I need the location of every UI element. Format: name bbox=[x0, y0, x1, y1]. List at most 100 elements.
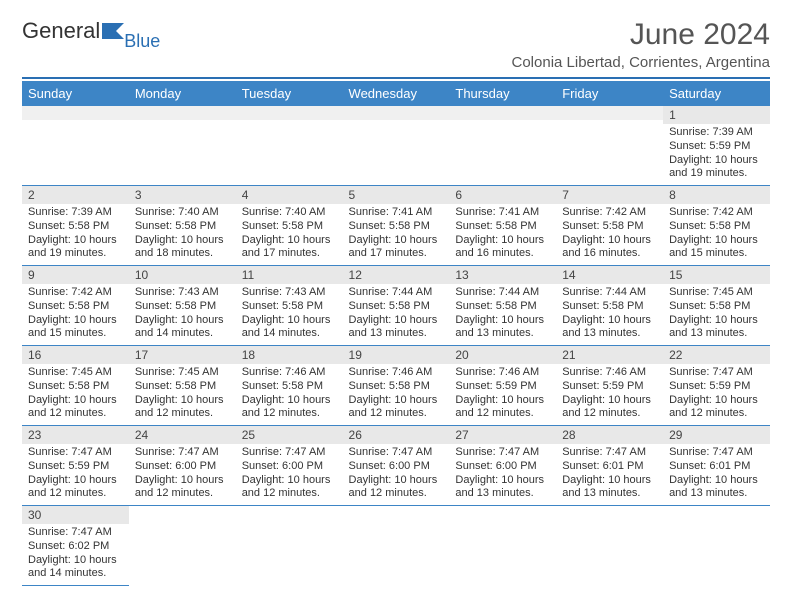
page-title: June 2024 bbox=[512, 18, 771, 52]
calendar-cell: 3Sunrise: 7:40 AMSunset: 5:58 PMDaylight… bbox=[129, 186, 236, 266]
day-details: Sunrise: 7:42 AMSunset: 5:58 PMDaylight:… bbox=[22, 284, 129, 345]
day-number: 8 bbox=[663, 186, 770, 204]
day-number: 1 bbox=[663, 106, 770, 124]
weekday-header: Sunday bbox=[22, 81, 129, 106]
day-number: 2 bbox=[22, 186, 129, 204]
day-number: 15 bbox=[663, 266, 770, 284]
day-number: 22 bbox=[663, 346, 770, 364]
calendar-cell: 1Sunrise: 7:39 AMSunset: 5:59 PMDaylight… bbox=[663, 106, 770, 186]
day-number: 18 bbox=[236, 346, 343, 364]
day-details: Sunrise: 7:44 AMSunset: 5:58 PMDaylight:… bbox=[556, 284, 663, 345]
calendar-cell bbox=[236, 506, 343, 586]
calendar-cell: 27Sunrise: 7:47 AMSunset: 6:00 PMDayligh… bbox=[449, 426, 556, 506]
day-details: Sunrise: 7:46 AMSunset: 5:58 PMDaylight:… bbox=[343, 364, 450, 425]
day-details: Sunrise: 7:41 AMSunset: 5:58 PMDaylight:… bbox=[449, 204, 556, 265]
calendar-cell: 25Sunrise: 7:47 AMSunset: 6:00 PMDayligh… bbox=[236, 426, 343, 506]
day-number: 14 bbox=[556, 266, 663, 284]
calendar-cell bbox=[22, 106, 129, 186]
day-details: Sunrise: 7:42 AMSunset: 5:58 PMDaylight:… bbox=[556, 204, 663, 265]
calendar-cell bbox=[663, 506, 770, 586]
calendar-cell: 19Sunrise: 7:46 AMSunset: 5:58 PMDayligh… bbox=[343, 346, 450, 426]
day-details: Sunrise: 7:47 AMSunset: 5:59 PMDaylight:… bbox=[22, 444, 129, 505]
day-details: Sunrise: 7:47 AMSunset: 5:59 PMDaylight:… bbox=[663, 364, 770, 425]
day-details: Sunrise: 7:46 AMSunset: 5:59 PMDaylight:… bbox=[556, 364, 663, 425]
calendar-cell: 26Sunrise: 7:47 AMSunset: 6:00 PMDayligh… bbox=[343, 426, 450, 506]
calendar-cell: 30Sunrise: 7:47 AMSunset: 6:02 PMDayligh… bbox=[22, 506, 129, 586]
calendar-cell: 4Sunrise: 7:40 AMSunset: 5:58 PMDaylight… bbox=[236, 186, 343, 266]
calendar-cell: 2Sunrise: 7:39 AMSunset: 5:58 PMDaylight… bbox=[22, 186, 129, 266]
calendar-cell: 22Sunrise: 7:47 AMSunset: 5:59 PMDayligh… bbox=[663, 346, 770, 426]
calendar-cell: 17Sunrise: 7:45 AMSunset: 5:58 PMDayligh… bbox=[129, 346, 236, 426]
day-number: 4 bbox=[236, 186, 343, 204]
calendar-cell: 8Sunrise: 7:42 AMSunset: 5:58 PMDaylight… bbox=[663, 186, 770, 266]
brand-word-2: Blue bbox=[124, 31, 160, 52]
day-number: 11 bbox=[236, 266, 343, 284]
day-number: 26 bbox=[343, 426, 450, 444]
day-number: 28 bbox=[556, 426, 663, 444]
weekday-header: Tuesday bbox=[236, 81, 343, 106]
calendar-cell bbox=[556, 506, 663, 586]
day-number: 10 bbox=[129, 266, 236, 284]
calendar-cell: 28Sunrise: 7:47 AMSunset: 6:01 PMDayligh… bbox=[556, 426, 663, 506]
day-number: 27 bbox=[449, 426, 556, 444]
day-details: Sunrise: 7:45 AMSunset: 5:58 PMDaylight:… bbox=[663, 284, 770, 345]
calendar-cell: 21Sunrise: 7:46 AMSunset: 5:59 PMDayligh… bbox=[556, 346, 663, 426]
day-number: 24 bbox=[129, 426, 236, 444]
day-details: Sunrise: 7:47 AMSunset: 6:00 PMDaylight:… bbox=[129, 444, 236, 505]
header: General Blue June 2024 Colonia Libertad,… bbox=[22, 18, 770, 79]
location-subtitle: Colonia Libertad, Corrientes, Argentina bbox=[512, 54, 771, 71]
day-details: Sunrise: 7:43 AMSunset: 5:58 PMDaylight:… bbox=[129, 284, 236, 345]
weekday-header: Friday bbox=[556, 81, 663, 106]
day-number: 3 bbox=[129, 186, 236, 204]
calendar-cell: 24Sunrise: 7:47 AMSunset: 6:00 PMDayligh… bbox=[129, 426, 236, 506]
day-number: 9 bbox=[22, 266, 129, 284]
day-details: Sunrise: 7:40 AMSunset: 5:58 PMDaylight:… bbox=[236, 204, 343, 265]
day-number: 30 bbox=[22, 506, 129, 524]
day-details: Sunrise: 7:47 AMSunset: 6:02 PMDaylight:… bbox=[22, 524, 129, 585]
brand-logo: General Blue bbox=[22, 18, 164, 44]
calendar-cell: 13Sunrise: 7:44 AMSunset: 5:58 PMDayligh… bbox=[449, 266, 556, 346]
day-details: Sunrise: 7:47 AMSunset: 6:00 PMDaylight:… bbox=[449, 444, 556, 505]
day-details: Sunrise: 7:47 AMSunset: 6:00 PMDaylight:… bbox=[236, 444, 343, 505]
day-number: 6 bbox=[449, 186, 556, 204]
calendar-table: SundayMondayTuesdayWednesdayThursdayFrid… bbox=[22, 81, 770, 586]
calendar-cell bbox=[343, 506, 450, 586]
day-number: 5 bbox=[343, 186, 450, 204]
day-details: Sunrise: 7:43 AMSunset: 5:58 PMDaylight:… bbox=[236, 284, 343, 345]
day-number: 12 bbox=[343, 266, 450, 284]
calendar-cell: 23Sunrise: 7:47 AMSunset: 5:59 PMDayligh… bbox=[22, 426, 129, 506]
day-details: Sunrise: 7:47 AMSunset: 6:01 PMDaylight:… bbox=[663, 444, 770, 505]
day-number: 17 bbox=[129, 346, 236, 364]
day-details: Sunrise: 7:40 AMSunset: 5:58 PMDaylight:… bbox=[129, 204, 236, 265]
calendar-cell: 6Sunrise: 7:41 AMSunset: 5:58 PMDaylight… bbox=[449, 186, 556, 266]
day-details: Sunrise: 7:42 AMSunset: 5:58 PMDaylight:… bbox=[663, 204, 770, 265]
calendar-cell: 15Sunrise: 7:45 AMSunset: 5:58 PMDayligh… bbox=[663, 266, 770, 346]
day-number: 23 bbox=[22, 426, 129, 444]
day-details: Sunrise: 7:47 AMSunset: 6:00 PMDaylight:… bbox=[343, 444, 450, 505]
day-details: Sunrise: 7:45 AMSunset: 5:58 PMDaylight:… bbox=[129, 364, 236, 425]
day-number: 29 bbox=[663, 426, 770, 444]
calendar-cell: 5Sunrise: 7:41 AMSunset: 5:58 PMDaylight… bbox=[343, 186, 450, 266]
calendar-cell: 9Sunrise: 7:42 AMSunset: 5:58 PMDaylight… bbox=[22, 266, 129, 346]
brand-word-1: General bbox=[22, 18, 100, 44]
calendar-cell bbox=[449, 506, 556, 586]
day-details: Sunrise: 7:46 AMSunset: 5:58 PMDaylight:… bbox=[236, 364, 343, 425]
day-details: Sunrise: 7:44 AMSunset: 5:58 PMDaylight:… bbox=[343, 284, 450, 345]
calendar-cell bbox=[343, 106, 450, 186]
calendar-cell: 20Sunrise: 7:46 AMSunset: 5:59 PMDayligh… bbox=[449, 346, 556, 426]
calendar-cell bbox=[129, 506, 236, 586]
calendar-cell: 12Sunrise: 7:44 AMSunset: 5:58 PMDayligh… bbox=[343, 266, 450, 346]
day-details: Sunrise: 7:44 AMSunset: 5:58 PMDaylight:… bbox=[449, 284, 556, 345]
calendar-cell: 11Sunrise: 7:43 AMSunset: 5:58 PMDayligh… bbox=[236, 266, 343, 346]
day-details: Sunrise: 7:39 AMSunset: 5:59 PMDaylight:… bbox=[663, 124, 770, 185]
calendar-cell: 29Sunrise: 7:47 AMSunset: 6:01 PMDayligh… bbox=[663, 426, 770, 506]
day-number: 7 bbox=[556, 186, 663, 204]
calendar-cell bbox=[236, 106, 343, 186]
weekday-header: Saturday bbox=[663, 81, 770, 106]
day-number: 21 bbox=[556, 346, 663, 364]
calendar-cell: 18Sunrise: 7:46 AMSunset: 5:58 PMDayligh… bbox=[236, 346, 343, 426]
calendar-cell bbox=[556, 106, 663, 186]
calendar-cell bbox=[449, 106, 556, 186]
calendar-cell: 16Sunrise: 7:45 AMSunset: 5:58 PMDayligh… bbox=[22, 346, 129, 426]
day-number: 20 bbox=[449, 346, 556, 364]
